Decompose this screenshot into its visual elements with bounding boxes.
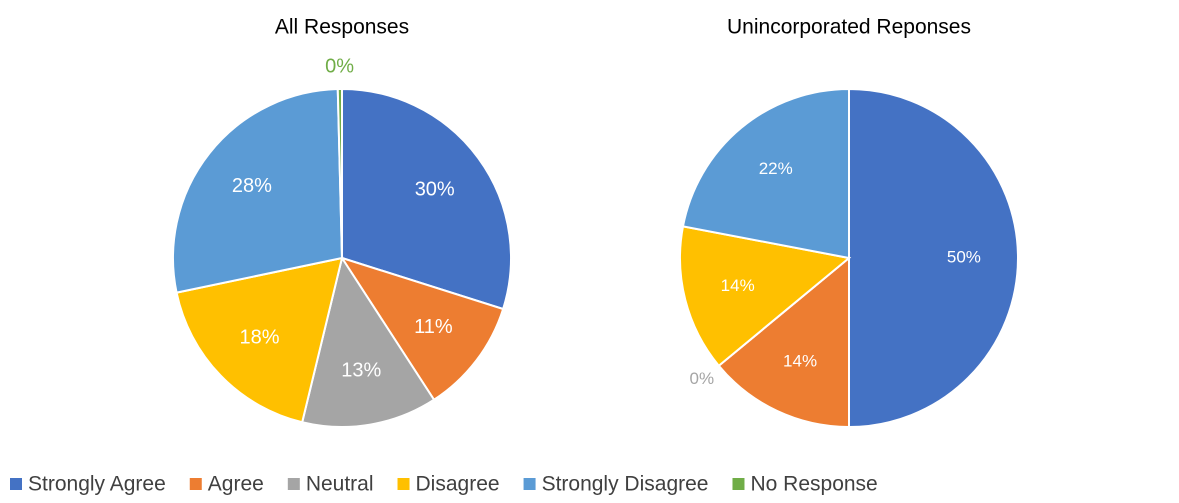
- pie-slice: [172, 88, 344, 294]
- data-label: 14%: [783, 351, 817, 370]
- legend-swatch: [732, 478, 745, 490]
- pie-slice: [341, 87, 512, 311]
- legend-label: Strongly Agree: [28, 473, 166, 496]
- pie-slice: [300, 255, 436, 428]
- legend-swatch: [287, 478, 300, 490]
- pie-slice: [717, 255, 850, 429]
- pie-slice: [339, 256, 505, 402]
- legend-label: Disagree: [416, 473, 500, 496]
- pie-slice: [679, 225, 852, 368]
- data-label: 0%: [690, 369, 715, 388]
- data-label: 50%: [947, 247, 981, 266]
- pie-slice: [336, 87, 343, 259]
- data-label: 11%: [414, 316, 453, 338]
- chart-title: Unincorporated Reponses: [727, 16, 971, 39]
- data-label: 30%: [415, 178, 455, 200]
- pie-slice: [175, 256, 344, 424]
- data-label: 28%: [232, 175, 272, 197]
- legend-swatch: [10, 478, 22, 490]
- legend-label: No Response: [750, 473, 877, 496]
- legend-swatch: [397, 478, 410, 490]
- data-label: 13%: [341, 360, 381, 382]
- pie-slice: [848, 87, 1019, 429]
- data-label: 0%: [325, 55, 354, 77]
- data-label: 18%: [239, 326, 279, 348]
- chart-title: All Responses: [275, 16, 409, 39]
- legend-label: Strongly Disagree: [542, 473, 709, 496]
- legend-label: Neutral: [306, 473, 374, 496]
- legend-swatch: [189, 478, 202, 490]
- data-label: 14%: [721, 276, 755, 295]
- data-label: 22%: [759, 159, 793, 178]
- legend-label: Agree: [208, 473, 264, 496]
- legend-swatch: [523, 478, 536, 490]
- pie-slice: [681, 87, 850, 260]
